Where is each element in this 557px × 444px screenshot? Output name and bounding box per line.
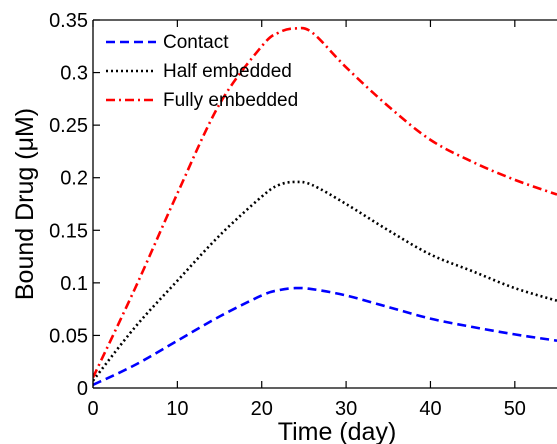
y-tick-label: 0.25 <box>49 115 88 137</box>
axes-layer: 0 10 20 30 40 50 0 0.05 0.1 0.15 0.2 0.25 0.3 0.35 <box>49 10 557 420</box>
x-tick-label: 0 <box>87 398 98 420</box>
y-tick-label: 0.2 <box>60 168 88 190</box>
legend-label-half-embedded: Half embedded <box>163 61 292 82</box>
y-tick-label: 0.35 <box>49 10 88 32</box>
y-tick-label: 0.1 <box>60 273 88 295</box>
legend-label-contact: Contact <box>163 32 229 53</box>
plot-area <box>93 20 557 388</box>
series-line-fully-embedded <box>93 26 557 379</box>
y-axis-label: Bound Drug (μM) <box>11 108 39 300</box>
y-tick-label: 0 <box>77 378 88 400</box>
legend-label-fully-embedded: Fully embedded <box>163 90 298 111</box>
y-tick-label: 0.05 <box>49 325 88 347</box>
series-line-half-embedded <box>93 180 557 382</box>
x-tick-label: 50 <box>504 398 526 420</box>
x-tick-label: 10 <box>166 398 188 420</box>
y-tick-label: 0.3 <box>60 63 88 85</box>
x-tick-label: 30 <box>335 398 357 420</box>
plot-background <box>93 20 557 388</box>
legend: Contact Half embedded Fully embedded <box>106 32 298 111</box>
x-tick-label: 20 <box>251 398 273 420</box>
x-tick-label: 40 <box>419 398 441 420</box>
series-layer <box>93 26 557 387</box>
series-line-contact <box>93 286 557 387</box>
y-tick-label: 0.15 <box>49 220 88 242</box>
x-axis-label: Time (day) <box>278 418 397 444</box>
